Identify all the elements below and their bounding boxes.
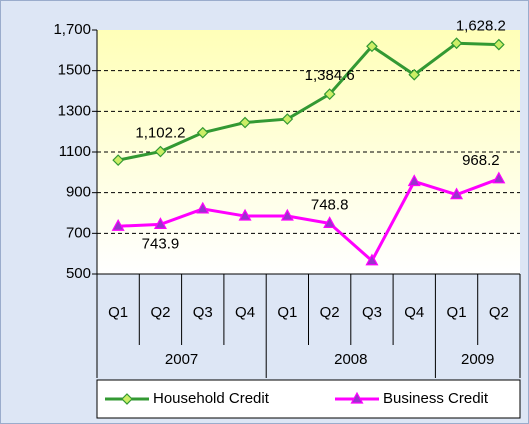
data-label: 968.2: [462, 152, 500, 169]
x-tick-label: Q1: [108, 304, 128, 321]
legend-marker: [121, 393, 133, 405]
marker: [450, 37, 463, 50]
series-line: [117, 41, 499, 162]
series-line: [118, 177, 500, 264]
legend-marker: [350, 391, 364, 404]
y-tick-label: 500: [66, 265, 91, 282]
data-label: 748.8: [311, 196, 349, 213]
x-tick-label: Q2: [320, 304, 340, 321]
marker: [492, 171, 506, 184]
group-label: 2008: [334, 351, 367, 368]
marker: [153, 217, 167, 230]
x-tick-label: Q1: [277, 304, 297, 321]
marker: [323, 88, 336, 100]
marker: [112, 154, 124, 166]
group-label: 2009: [461, 351, 494, 368]
marker: [450, 187, 464, 200]
marker: [238, 208, 252, 221]
marker: [407, 174, 421, 187]
x-tick-label: Q4: [235, 304, 255, 321]
x-tick-label: Q2: [150, 304, 170, 321]
marker: [366, 40, 378, 53]
marker: [154, 145, 167, 158]
legend-box: [96, 379, 521, 419]
marker: [365, 253, 379, 266]
x-tick-label: Q4: [404, 304, 424, 321]
marker: [493, 38, 505, 51]
y-tick-label: 700: [66, 224, 91, 241]
y-tick-label: 1100: [59, 143, 91, 160]
marker: [111, 218, 125, 231]
data-label: 1,628.2: [456, 18, 506, 35]
marker: [239, 116, 251, 129]
x-tick-label: Q1: [447, 304, 467, 321]
legend-label: Business Credit: [383, 390, 489, 407]
data-label: 1,384.6: [305, 67, 355, 84]
y-tick-label: 900: [66, 184, 91, 201]
x-tick-label: Q3: [362, 304, 382, 321]
marker: [280, 208, 294, 221]
marker: [323, 216, 337, 229]
legend-label: Household Credit: [153, 390, 270, 407]
marker: [408, 68, 421, 81]
marker: [196, 126, 209, 139]
y-tick-label: 1,700: [53, 21, 91, 38]
data-label: 743.9: [142, 235, 180, 252]
marker: [196, 201, 210, 214]
x-tick-label: Q3: [193, 304, 213, 321]
x-tick-label: Q2: [489, 304, 509, 321]
marker: [281, 113, 294, 125]
group-label: 2007: [165, 351, 198, 368]
data-label: 1,102.2: [135, 125, 185, 142]
y-tick-label: 1300: [58, 102, 91, 119]
y-tick-label: 1500: [58, 62, 91, 79]
